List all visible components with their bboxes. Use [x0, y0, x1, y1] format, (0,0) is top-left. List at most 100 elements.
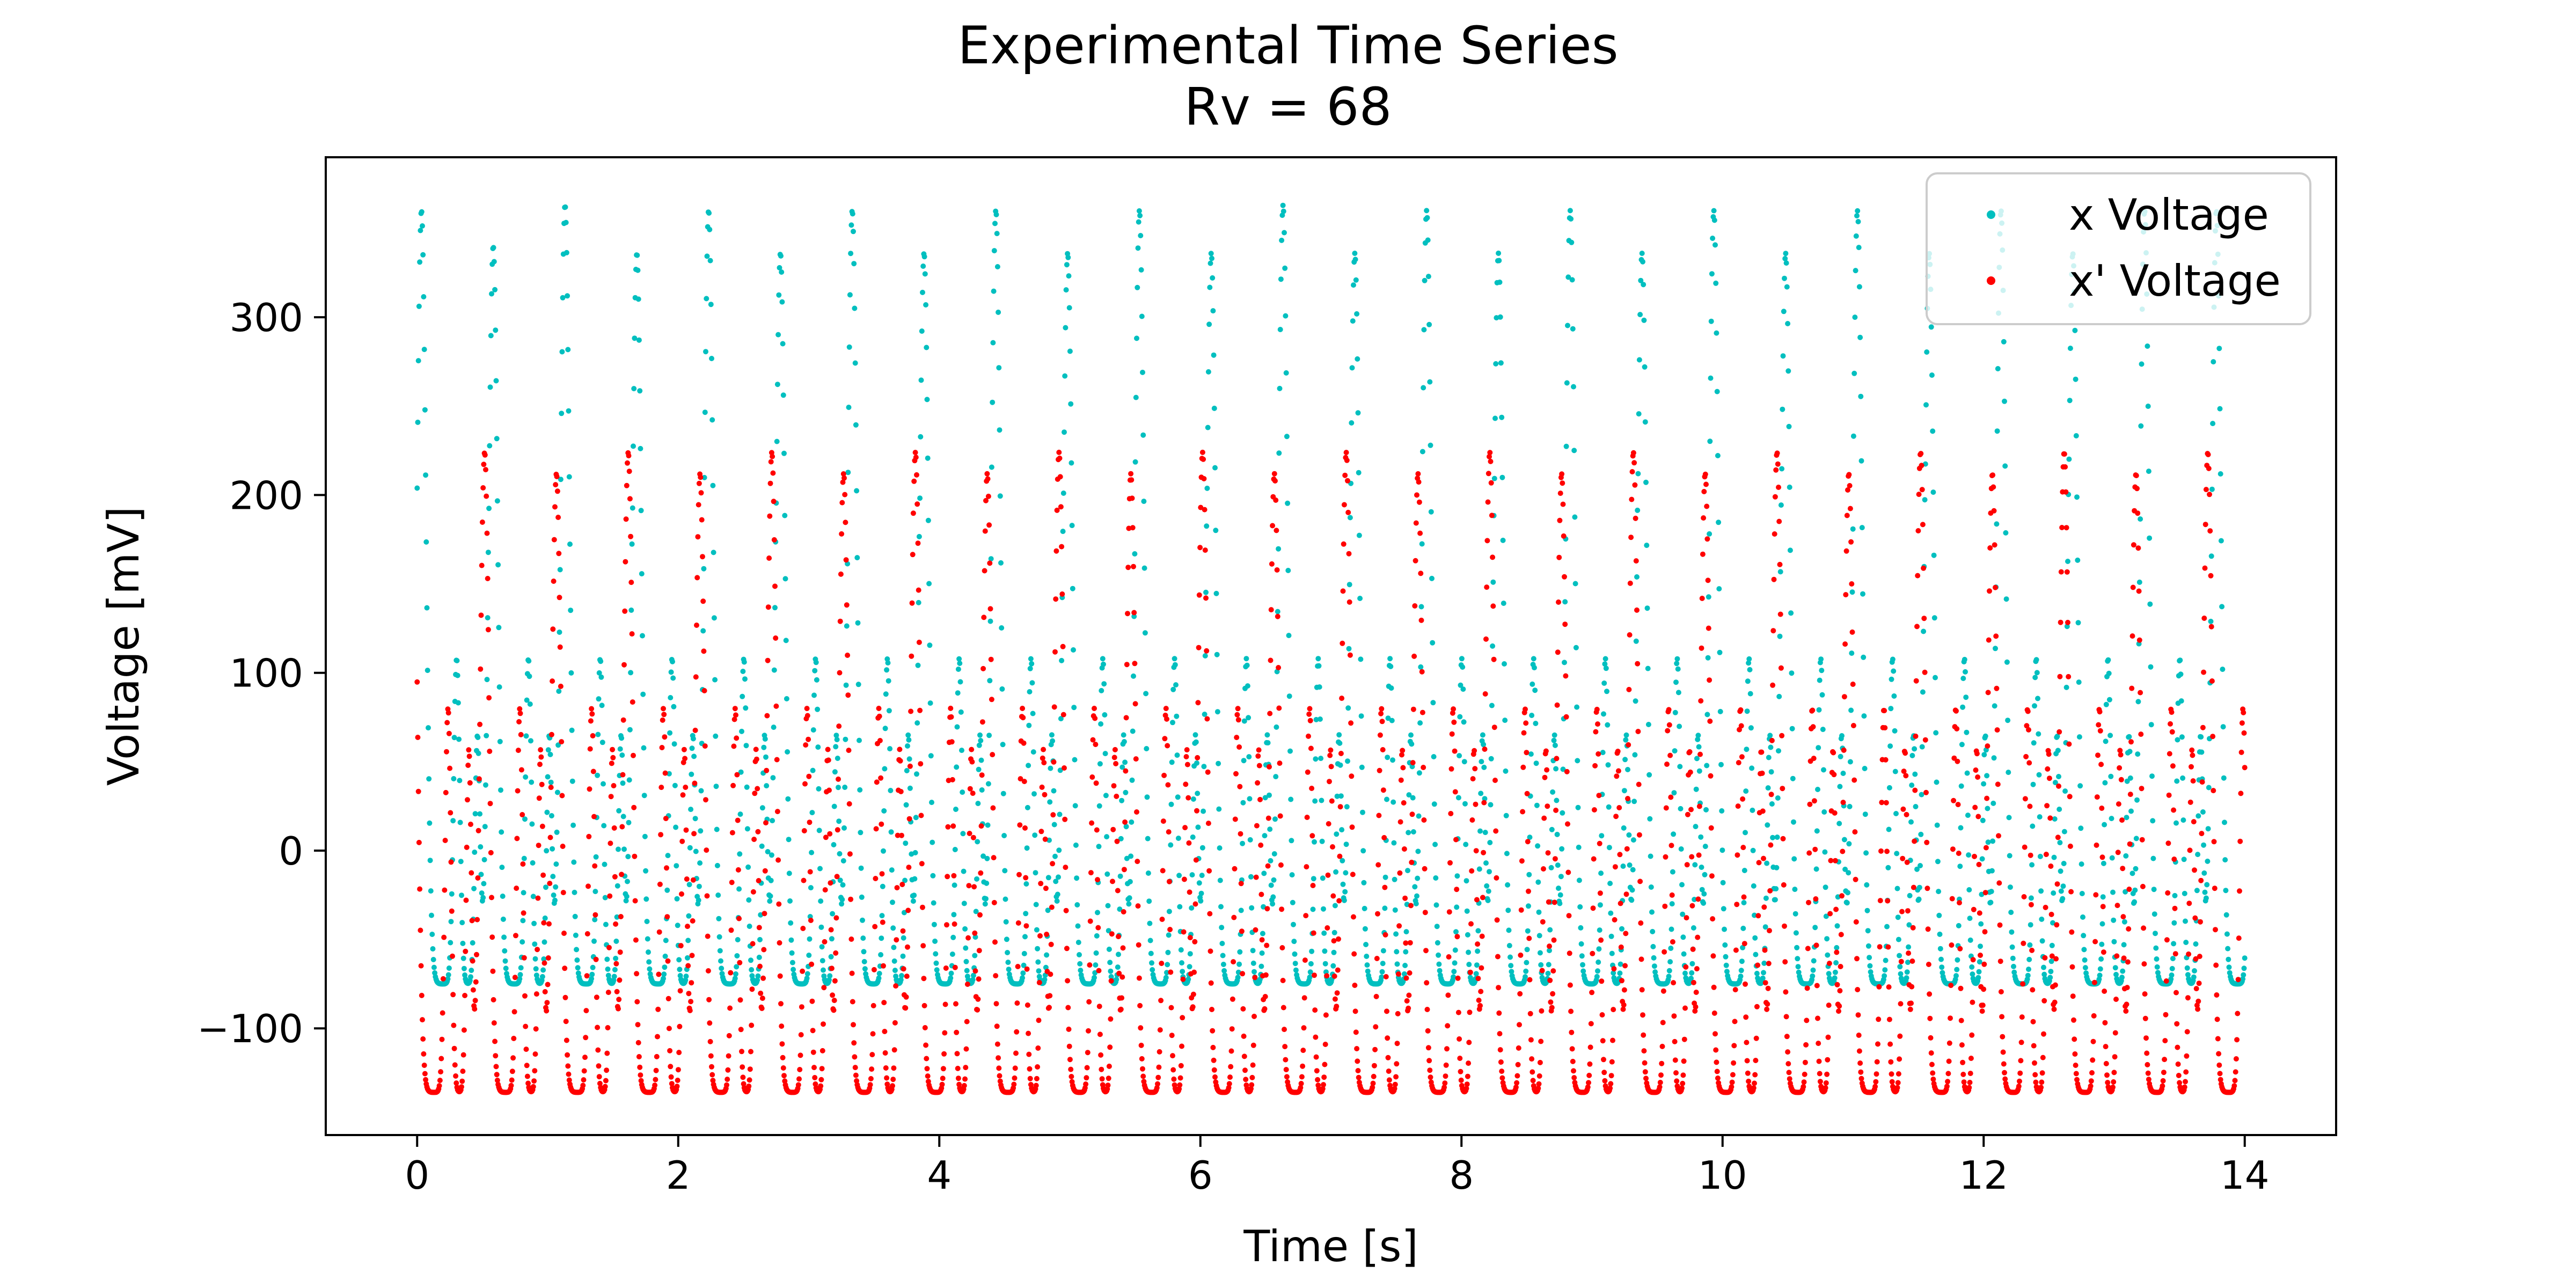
data-point	[1340, 640, 1345, 646]
data-point	[1663, 854, 1668, 860]
data-point	[822, 887, 828, 893]
data-point	[560, 890, 566, 896]
data-point	[1595, 968, 1600, 974]
data-point	[1409, 859, 1415, 865]
data-point	[426, 776, 432, 782]
data-point	[1648, 884, 1654, 890]
data-point	[1979, 856, 1985, 862]
data-point	[630, 505, 635, 511]
data-point	[1970, 971, 1975, 977]
data-point	[1523, 974, 1528, 980]
data-point	[1487, 869, 1492, 875]
data-point	[916, 639, 922, 645]
data-point	[1414, 492, 1419, 498]
data-point	[1041, 747, 1046, 752]
data-point	[1033, 870, 1038, 876]
data-point	[1685, 811, 1690, 817]
data-point	[1291, 939, 1297, 945]
data-point	[1578, 941, 1584, 947]
data-point	[1637, 312, 1643, 318]
data-point	[726, 1033, 732, 1038]
data-point	[1175, 836, 1181, 841]
data-point	[1241, 1053, 1247, 1059]
data-point	[1636, 411, 1642, 417]
data-point	[1696, 852, 1702, 858]
data-point	[1745, 678, 1751, 684]
data-point	[1250, 1062, 1256, 1068]
data-point	[1775, 461, 1781, 467]
data-point	[1609, 950, 1615, 956]
data-point	[961, 901, 967, 906]
data-point	[2038, 888, 2044, 894]
data-point	[2171, 920, 2177, 926]
data-point	[1106, 946, 1112, 952]
data-point	[709, 1064, 714, 1070]
data-point	[1557, 892, 1563, 898]
data-point	[1189, 905, 1195, 911]
data-point	[1962, 656, 1967, 662]
data-point	[1646, 772, 1652, 778]
data-point	[1849, 589, 1855, 595]
data-point	[1933, 675, 1938, 680]
data-point	[1388, 663, 1394, 669]
data-point	[962, 926, 968, 932]
data-point	[1561, 533, 1567, 539]
data-point	[1468, 921, 1474, 927]
data-point	[465, 797, 470, 803]
data-point	[539, 823, 545, 829]
data-point	[1577, 904, 1583, 910]
data-point	[848, 896, 854, 902]
data-point	[1552, 742, 1558, 748]
data-point	[1650, 943, 1656, 949]
data-point	[2057, 807, 2062, 812]
data-point	[1735, 803, 1741, 809]
data-point	[883, 1065, 889, 1071]
data-point	[1689, 970, 1695, 976]
data-point	[1232, 866, 1238, 872]
data-point	[1773, 467, 1779, 473]
data-point	[1406, 830, 1411, 836]
data-point	[768, 877, 774, 883]
data-point	[771, 724, 777, 730]
data-point	[1761, 904, 1767, 910]
data-point	[1072, 803, 1078, 809]
data-point	[2100, 894, 2106, 900]
data-point	[2062, 788, 2068, 794]
data-point	[918, 377, 924, 383]
data-point	[830, 911, 836, 917]
data-point	[1426, 1058, 1432, 1064]
data-point	[741, 659, 747, 665]
data-point	[1239, 928, 1245, 934]
data-point	[1490, 643, 1496, 649]
data-point	[848, 936, 854, 942]
data-point	[1212, 1074, 1218, 1080]
data-point	[1332, 903, 1338, 909]
data-point	[1640, 259, 1645, 265]
data-point	[1750, 847, 1756, 853]
data-point	[822, 939, 828, 945]
data-point	[1045, 875, 1051, 881]
data-point	[1128, 853, 1134, 859]
data-point	[1514, 1073, 1520, 1079]
data-point	[493, 1053, 499, 1059]
data-point	[1781, 309, 1787, 314]
data-point	[439, 1036, 445, 1042]
data-point	[1552, 856, 1558, 862]
data-point	[2063, 684, 2069, 690]
data-point	[1270, 894, 1276, 900]
data-point	[2106, 697, 2112, 702]
data-point	[1894, 885, 1900, 891]
data-point	[1833, 906, 1839, 912]
data-point	[589, 706, 595, 712]
data-point	[2219, 604, 2225, 610]
data-point	[2041, 964, 2046, 970]
data-point	[1777, 633, 1783, 639]
data-point	[1826, 971, 1832, 977]
data-point	[779, 1041, 785, 1047]
data-point	[1666, 707, 1672, 713]
data-point	[871, 967, 877, 972]
data-point	[617, 949, 623, 955]
data-point	[2205, 858, 2211, 864]
data-point	[791, 967, 796, 972]
data-point	[655, 1034, 660, 1040]
